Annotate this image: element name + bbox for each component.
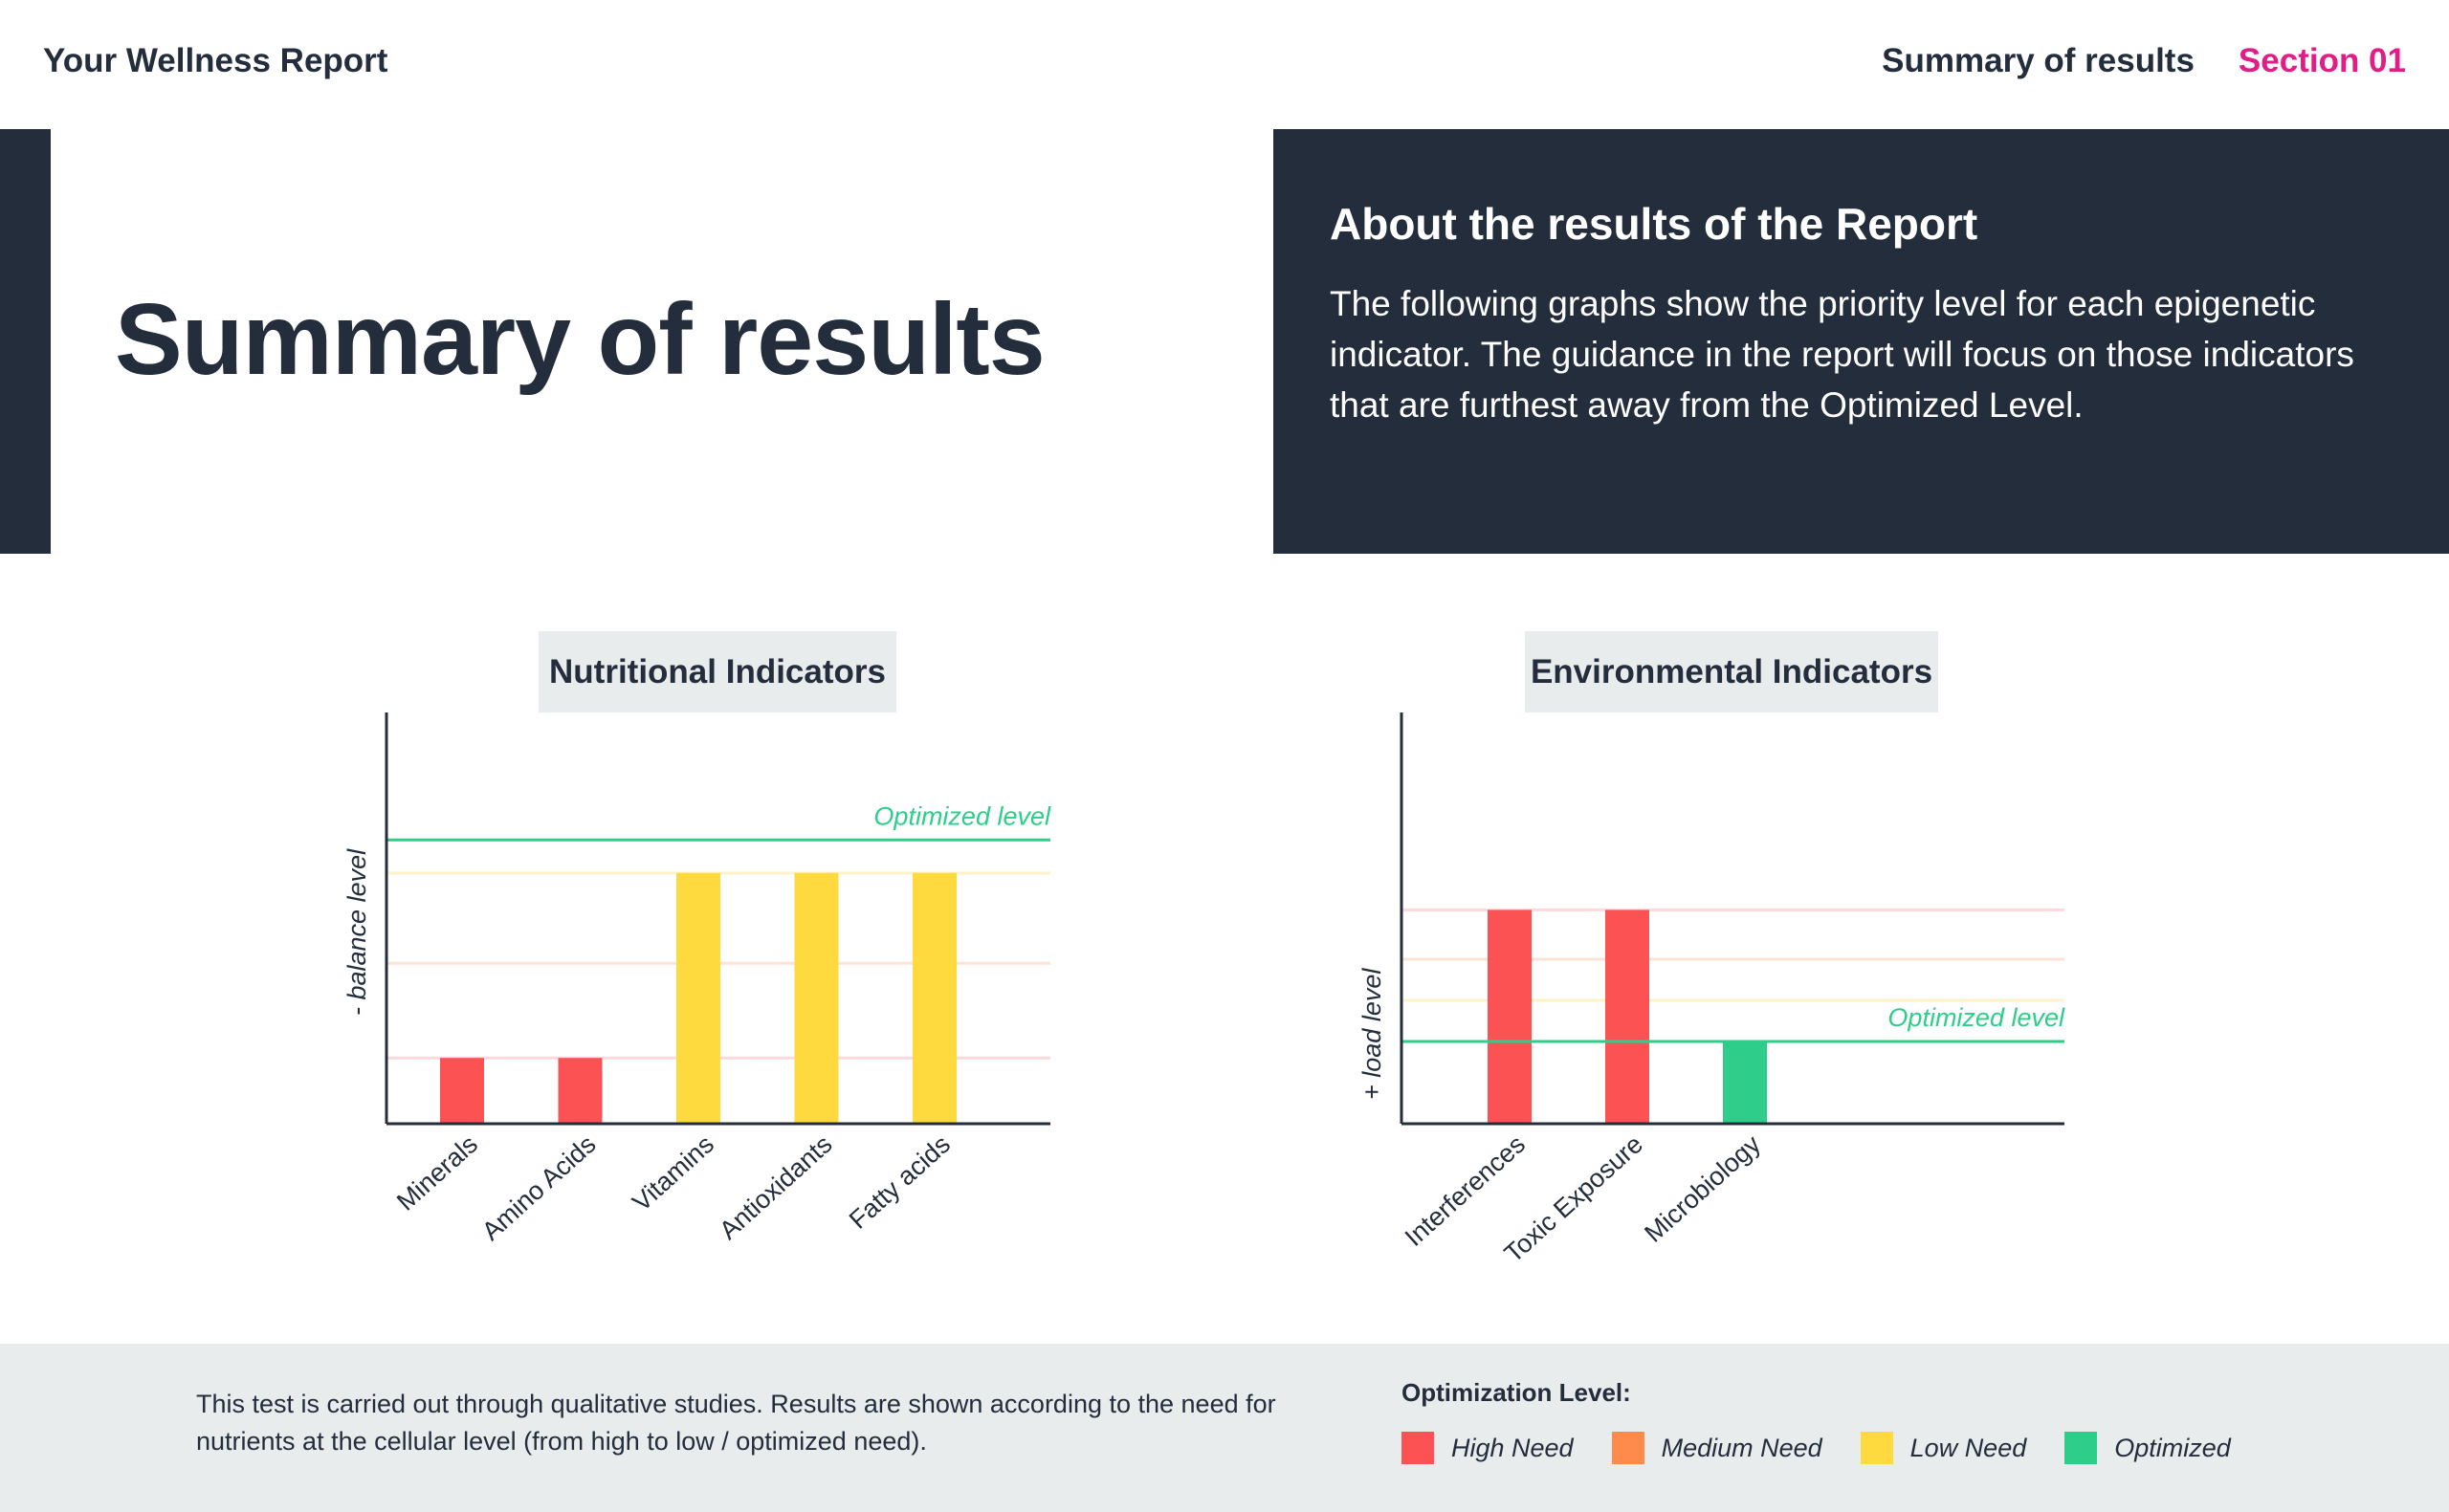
page-title: Summary of results [115, 283, 1046, 396]
bar-fatty-acids [913, 872, 957, 1124]
bar-antioxidants [794, 872, 839, 1124]
y-axis-label: - balance level [342, 848, 371, 1016]
legend-label-high: High Need [1451, 1433, 1574, 1462]
bar-vitamins [676, 872, 720, 1124]
tick-label-amino-acids: Amino Acids [476, 1129, 601, 1246]
about-panel: About the results of the Report The foll… [1273, 129, 2449, 554]
bar-microbiology [1723, 1041, 1767, 1124]
legend-label-optimized: Optimized [2114, 1433, 2231, 1462]
optimized-level-label: Optimized level [1887, 1003, 2065, 1032]
legend-item-optimized: Optimized [2064, 1432, 2231, 1464]
tick-label-fatty-acids: Fatty acids [844, 1129, 956, 1235]
bar-amino-acids [558, 1058, 603, 1124]
section-header: Summary of results Section 01 [1882, 42, 2406, 80]
bar-interferences [1488, 909, 1532, 1124]
legend-label-medium: Medium Need [1661, 1433, 1822, 1462]
bar-minerals [440, 1058, 484, 1124]
legend-swatch-high [1401, 1432, 1434, 1464]
legend-swatch-low [1860, 1432, 1893, 1464]
footer-note: This test is carried out through qualita… [196, 1390, 1276, 1456]
tick-label-vitamins: Vitamins [627, 1129, 719, 1216]
legend-item-high: High Need [1401, 1432, 1574, 1464]
legend-item-medium: Medium Need [1611, 1432, 1822, 1464]
report-title: Your Wellness Report [43, 42, 388, 79]
hero-accent-bar [0, 129, 51, 554]
y-axis-label: + load level [1357, 968, 1386, 1100]
charts-canvas: Optimized level - balance level MineralsAm… [342, 712, 2065, 1268]
about-text: The following graphs show the priority l… [1330, 284, 2354, 425]
legend-swatch-medium [1611, 1432, 1644, 1464]
legend-swatch-optimized [2064, 1432, 2098, 1464]
bar-toxic-exposure [1605, 909, 1649, 1124]
nutritional-chart-title: Nutritional Indicators [539, 631, 896, 712]
legend-title: Optimization Level: [1401, 1378, 1631, 1407]
section-number: Section 01 [2238, 42, 2406, 79]
about-title: About the results of the Report [1330, 199, 1978, 249]
legend: High Need Medium Need Low Need Optimized [1401, 1432, 2231, 1464]
tick-label-interferences: Interferences [1400, 1129, 1531, 1252]
legend-label-low: Low Need [1909, 1433, 2027, 1462]
tick-label-minerals: Minerals [391, 1129, 483, 1216]
environmental-chart-title: Environmental Indicators [1525, 631, 1938, 712]
section-title: Summary of results [1882, 42, 2195, 79]
footer: This test is carried out through qualita… [0, 1344, 2449, 1512]
tick-label-microbiology: Microbiology [1639, 1129, 1766, 1248]
tick-label-antioxidants: Antioxidants [714, 1129, 837, 1245]
optimized-level-label: Optimized level [873, 801, 1051, 830]
legend-item-low: Low Need [1860, 1432, 2027, 1464]
